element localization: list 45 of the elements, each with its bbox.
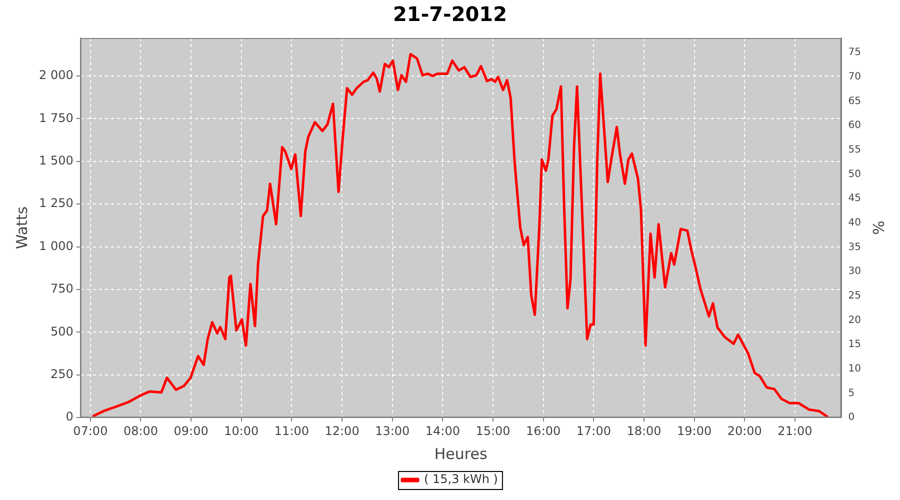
y2-tick-label: 10 bbox=[848, 364, 862, 375]
y-tick-label: 500 bbox=[50, 324, 74, 338]
y-axis-title: Watts bbox=[12, 206, 31, 250]
x-tick-label: 19:00 bbox=[677, 424, 712, 438]
y2-tick-label: 15 bbox=[848, 339, 862, 350]
y-tick-label: 1 000 bbox=[38, 238, 74, 253]
x-tick-label: 15:00 bbox=[476, 424, 510, 438]
x-tick-label: 14:00 bbox=[425, 424, 460, 438]
x-tick-label: 08:00 bbox=[123, 424, 158, 438]
y2-tick-label: 30 bbox=[848, 266, 862, 278]
y2-axis-title: % bbox=[869, 220, 888, 235]
y-tick-label: 1 250 bbox=[38, 196, 74, 210]
y-tick-label: 750 bbox=[50, 282, 74, 296]
y2-tick-label: 25 bbox=[848, 290, 862, 302]
x-tick-label: 10:00 bbox=[224, 424, 259, 438]
x-tick-label: 21:00 bbox=[778, 424, 812, 438]
y2-tick-label: 45 bbox=[848, 193, 862, 204]
y2-tick-label: 60 bbox=[848, 120, 862, 132]
x-tick-label: 12:00 bbox=[324, 424, 360, 438]
y2-tick-label: 35 bbox=[848, 242, 862, 253]
chart-title: 21-7-2012 bbox=[392, 2, 508, 26]
y2-tick-label: 0 bbox=[848, 412, 855, 424]
y2-tick-label: 50 bbox=[848, 168, 862, 180]
y-tick-label: 250 bbox=[50, 367, 74, 382]
y2-tick-label: 5 bbox=[848, 388, 855, 399]
y-tick-label: 2 000 bbox=[38, 68, 74, 82]
x-axis-title: Heures bbox=[434, 444, 488, 463]
x-tick-label: 07:00 bbox=[73, 424, 108, 438]
y2-tick-label: 70 bbox=[848, 72, 862, 83]
x-tick-label: 11:00 bbox=[274, 424, 310, 438]
y2-tick-label: 75 bbox=[848, 47, 862, 58]
x-tick-label: 17:00 bbox=[576, 424, 611, 438]
x-tick-label: 13:00 bbox=[375, 424, 410, 438]
y-tick-label: 1 750 bbox=[38, 110, 74, 125]
legend-label: ( 15,3 kWh ) bbox=[424, 472, 498, 486]
y2-tick-label: 20 bbox=[848, 314, 862, 326]
y-tick-label: 1 500 bbox=[38, 153, 74, 168]
y-tick-label: 0 bbox=[66, 410, 74, 424]
y2-tick-label: 65 bbox=[848, 96, 862, 107]
x-tick-label: 18:00 bbox=[626, 424, 662, 438]
y2-tick-label: 55 bbox=[848, 144, 862, 156]
y2-tick-label: 40 bbox=[848, 218, 862, 229]
x-tick-label: 09:00 bbox=[174, 424, 208, 438]
x-tick-label: 20:00 bbox=[727, 424, 762, 438]
x-tick-label: 16:00 bbox=[526, 424, 561, 438]
